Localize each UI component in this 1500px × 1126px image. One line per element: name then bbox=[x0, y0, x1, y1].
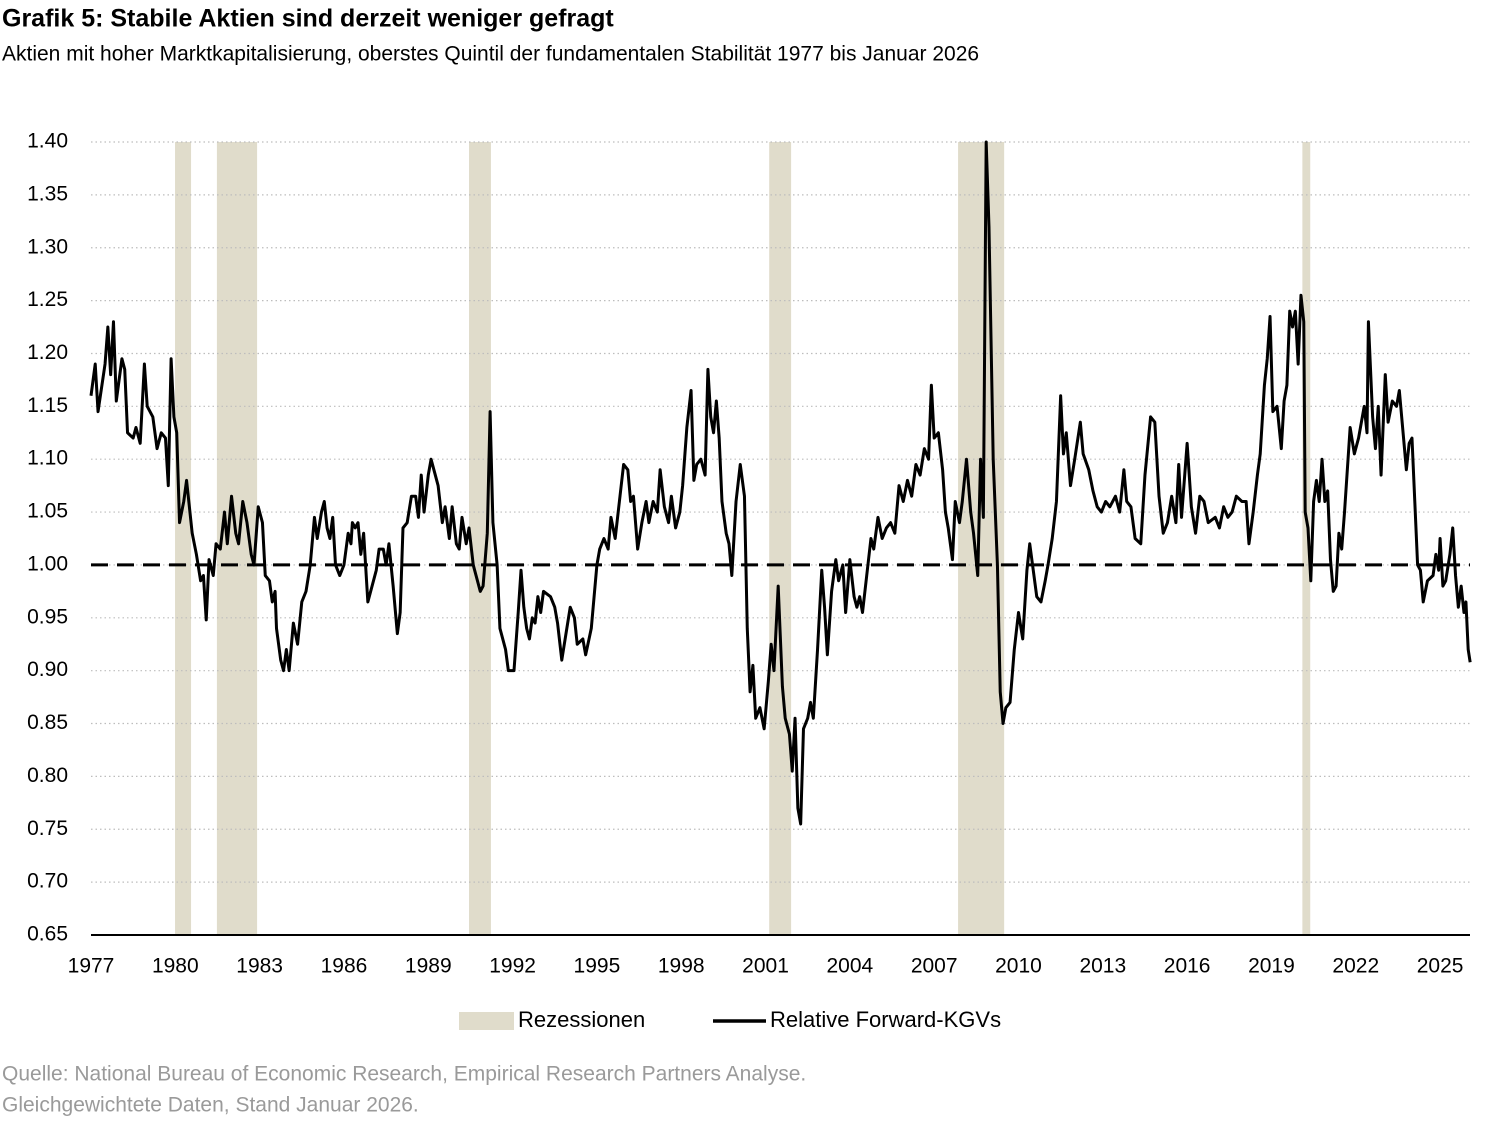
legend-label: Rezessionen bbox=[518, 1007, 645, 1032]
recession-band bbox=[469, 142, 491, 935]
legend-label: Relative Forward-KGVs bbox=[770, 1007, 1001, 1032]
x-tick-label: 2025 bbox=[1417, 955, 1464, 978]
recession-band bbox=[769, 142, 792, 935]
x-tick-label: 2019 bbox=[1248, 955, 1295, 978]
y-tick-label: 0.75 bbox=[27, 817, 68, 840]
y-tick-label: 0.90 bbox=[27, 658, 68, 681]
y-tick-label: 1.10 bbox=[27, 447, 68, 470]
x-tick-label: 2001 bbox=[742, 955, 789, 978]
x-tick-label: 1998 bbox=[658, 955, 705, 978]
y-tick-label: 0.65 bbox=[27, 923, 68, 946]
x-tick-label: 2022 bbox=[1332, 955, 1379, 978]
y-tick-label: 1.15 bbox=[27, 394, 68, 417]
chart-subtitle: Aktien mit hoher Marktkapitalisierung, o… bbox=[2, 43, 979, 66]
y-tick-label: 0.70 bbox=[27, 870, 68, 893]
y-tick-label: 1.40 bbox=[27, 130, 68, 153]
source-note: Quelle: National Bureau of Economic Rese… bbox=[2, 1063, 806, 1086]
y-tick-label: 1.00 bbox=[27, 552, 68, 575]
x-tick-label: 2010 bbox=[995, 955, 1042, 978]
x-tick-label: 1995 bbox=[574, 955, 621, 978]
x-tick-label: 2007 bbox=[911, 955, 958, 978]
x-tick-label: 1986 bbox=[321, 955, 368, 978]
y-tick-label: 1.20 bbox=[27, 341, 68, 364]
data-line bbox=[89, 140, 1472, 826]
x-tick-label: 1977 bbox=[68, 955, 115, 978]
source-note: Gleichgewichtete Daten, Stand Januar 202… bbox=[2, 1094, 419, 1117]
y-tick-label: 1.25 bbox=[27, 288, 68, 311]
chart-title: Grafik 5: Stabile Aktien sind derzeit we… bbox=[2, 5, 614, 33]
x-tick-label: 1992 bbox=[489, 955, 536, 978]
x-tick-label: 1980 bbox=[152, 955, 199, 978]
x-tick-label: 2016 bbox=[1164, 955, 1211, 978]
recession-band bbox=[175, 142, 192, 935]
x-tick-label: 2013 bbox=[1079, 955, 1126, 978]
y-tick-label: 0.80 bbox=[27, 764, 68, 787]
y-tick-label: 1.05 bbox=[27, 500, 68, 523]
y-tick-label: 0.85 bbox=[27, 711, 68, 734]
legend-swatch bbox=[459, 1012, 514, 1030]
y-tick-label: 0.95 bbox=[27, 605, 68, 628]
x-tick-label: 1983 bbox=[236, 955, 283, 978]
x-tick-label: 2004 bbox=[827, 955, 874, 978]
y-tick-label: 1.30 bbox=[27, 235, 68, 258]
recession-band bbox=[1302, 142, 1311, 935]
x-tick-label: 1989 bbox=[405, 955, 452, 978]
y-tick-label: 1.35 bbox=[27, 182, 68, 205]
